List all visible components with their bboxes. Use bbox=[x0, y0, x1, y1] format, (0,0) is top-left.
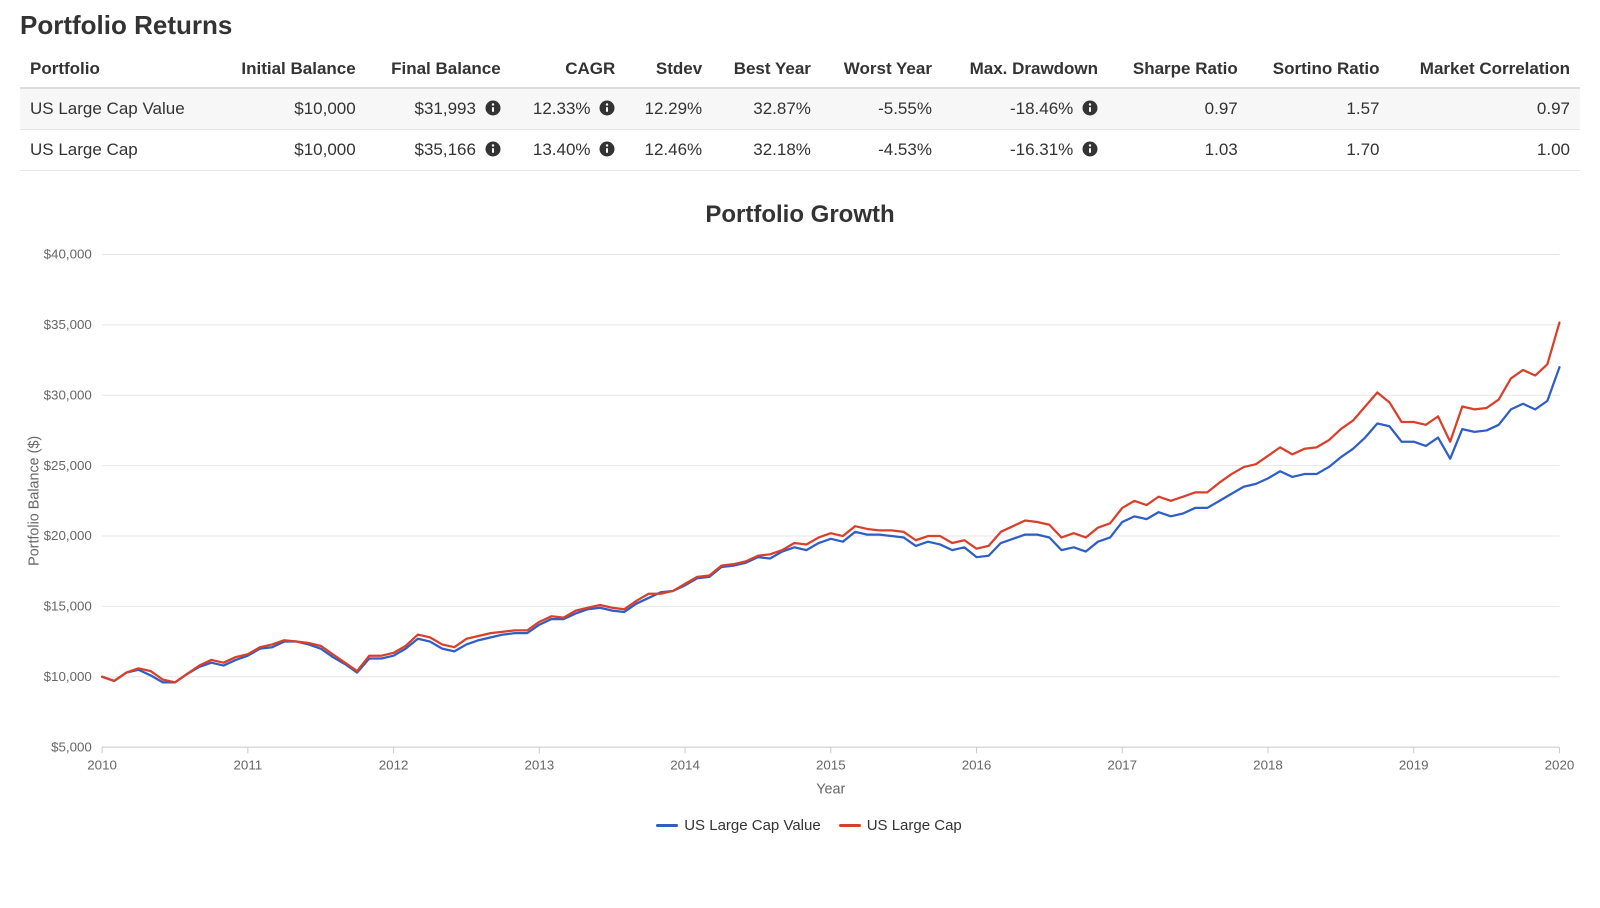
cell-sortino: 1.70 bbox=[1248, 130, 1390, 171]
y-tick-label: $35,000 bbox=[44, 317, 92, 332]
column-header-sharpe[interactable]: Sharpe Ratio bbox=[1108, 51, 1248, 88]
cell-best: 32.18% bbox=[712, 130, 821, 171]
cell-value: 12.33% bbox=[533, 99, 591, 118]
cell-best: 32.87% bbox=[712, 88, 821, 130]
cell-value: 0.97 bbox=[1205, 99, 1238, 118]
cell-mdd: -18.46% bbox=[942, 88, 1108, 130]
cell-initial: $10,000 bbox=[215, 88, 365, 130]
x-tick-label: 2010 bbox=[87, 758, 117, 773]
x-tick-label: 2013 bbox=[524, 758, 554, 773]
portfolio-growth-chart: $5,000 $10,000 $15,000 $20,000 $25,000 $30,00… bbox=[20, 234, 1580, 809]
cell-cagr: 13.40% bbox=[511, 130, 626, 171]
column-header-stdev[interactable]: Stdev bbox=[625, 51, 712, 88]
legend-swatch bbox=[839, 824, 861, 827]
x-tick-label: 2019 bbox=[1399, 758, 1429, 773]
info-icon[interactable] bbox=[1082, 100, 1098, 116]
x-tick-label: 2012 bbox=[379, 758, 409, 773]
cell-sharpe: 0.97 bbox=[1108, 88, 1248, 130]
cell-value: -16.31% bbox=[1010, 140, 1073, 159]
info-icon[interactable] bbox=[485, 100, 501, 116]
x-tick-label: 2017 bbox=[1107, 758, 1137, 773]
column-header-best[interactable]: Best Year bbox=[712, 51, 821, 88]
cell-stdev: 12.29% bbox=[625, 88, 712, 130]
cell-value: 13.40% bbox=[533, 140, 591, 159]
y-tick-label: $40,000 bbox=[44, 247, 92, 262]
column-header-final[interactable]: Final Balance bbox=[366, 51, 511, 88]
cell-value: US Large Cap bbox=[30, 140, 138, 159]
cell-corr: 1.00 bbox=[1390, 130, 1581, 171]
y-tick-label: $20,000 bbox=[44, 528, 92, 543]
returns-table-head: PortfolioInitial BalanceFinal BalanceCAG… bbox=[20, 51, 1580, 88]
table-row: US Large Cap Value$10,000$31,993 12.33% … bbox=[20, 88, 1580, 130]
cell-value: $35,166 bbox=[415, 140, 476, 159]
cell-cagr: 12.33% bbox=[511, 88, 626, 130]
column-header-portfolio[interactable]: Portfolio bbox=[20, 51, 215, 88]
cell-value: 1.03 bbox=[1205, 140, 1238, 159]
cell-portfolio: US Large Cap bbox=[20, 130, 215, 171]
info-icon[interactable] bbox=[1082, 141, 1098, 157]
portfolio-growth-section: Portfolio Growth $5,000 $10,000 $15,000 $20… bbox=[20, 201, 1580, 834]
table-row: US Large Cap $10,000 $35,166 13.40% 12.46%… bbox=[20, 130, 1580, 171]
x-tick-label: 2018 bbox=[1253, 758, 1283, 773]
y-tick-label: $30,000 bbox=[44, 387, 92, 402]
y-tick-label: $5,000 bbox=[51, 739, 92, 754]
x-axis-label: Year bbox=[816, 781, 845, 797]
cell-value: 32.18% bbox=[753, 140, 811, 159]
x-tick-label: 2015 bbox=[816, 758, 846, 773]
y-tick-label: $10,000 bbox=[44, 669, 92, 684]
legend-label[interactable]: US Large Cap Value bbox=[684, 817, 820, 834]
cell-mdd: -16.31% bbox=[942, 130, 1108, 171]
returns-table-body: US Large Cap Value$10,000$31,993 12.33% … bbox=[20, 88, 1580, 171]
cell-value: US Large Cap Value bbox=[30, 99, 185, 118]
cell-corr: 0.97 bbox=[1390, 88, 1581, 130]
cell-final: $35,166 bbox=[366, 130, 511, 171]
cell-initial: $10,000 bbox=[215, 130, 365, 171]
info-icon[interactable] bbox=[599, 141, 615, 157]
cell-value: $31,993 bbox=[415, 99, 476, 118]
cell-value: 0.97 bbox=[1537, 99, 1570, 118]
cell-final: $31,993 bbox=[366, 88, 511, 130]
cell-value: 1.70 bbox=[1346, 140, 1379, 159]
cell-value: 1.57 bbox=[1346, 99, 1379, 118]
section-title: Portfolio Returns bbox=[20, 10, 1580, 41]
legend-swatch bbox=[656, 824, 678, 827]
cell-worst: -4.53% bbox=[821, 130, 942, 171]
cell-value: 12.46% bbox=[644, 140, 702, 159]
cell-value: -4.53% bbox=[878, 140, 932, 159]
column-header-sortino[interactable]: Sortino Ratio bbox=[1248, 51, 1390, 88]
cell-sortino: 1.57 bbox=[1248, 88, 1390, 130]
cell-value: 32.87% bbox=[753, 99, 811, 118]
chart-legend: US Large Cap Value US Large Cap bbox=[20, 817, 1580, 834]
cell-sharpe: 1.03 bbox=[1108, 130, 1248, 171]
cell-value: $10,000 bbox=[294, 140, 355, 159]
info-icon[interactable] bbox=[485, 141, 501, 157]
column-header-cagr[interactable]: CAGR bbox=[511, 51, 626, 88]
portfolio-returns-page: Portfolio Returns PortfolioInitial Balan… bbox=[0, 0, 1600, 854]
cell-value: -5.55% bbox=[878, 99, 932, 118]
y-axis-label: Portfolio Balance ($) bbox=[26, 436, 42, 566]
cell-portfolio: US Large Cap Value bbox=[20, 88, 215, 130]
column-header-worst[interactable]: Worst Year bbox=[821, 51, 942, 88]
info-icon[interactable] bbox=[599, 100, 615, 116]
chart-title: Portfolio Growth bbox=[20, 201, 1580, 229]
x-tick-label: 2020 bbox=[1545, 758, 1575, 773]
column-header-corr[interactable]: Market Correlation bbox=[1390, 51, 1581, 88]
column-header-mdd[interactable]: Max. Drawdown bbox=[942, 51, 1108, 88]
x-tick-label: 2014 bbox=[670, 758, 700, 773]
x-tick-label: 2016 bbox=[962, 758, 992, 773]
cell-worst: -5.55% bbox=[821, 88, 942, 130]
cell-value: 12.29% bbox=[644, 99, 702, 118]
cell-value: -18.46% bbox=[1010, 99, 1073, 118]
cell-stdev: 12.46% bbox=[625, 130, 712, 171]
column-header-initial[interactable]: Initial Balance bbox=[215, 51, 365, 88]
legend-label[interactable]: US Large Cap bbox=[867, 817, 962, 834]
cell-value: $10,000 bbox=[294, 99, 355, 118]
y-tick-label: $15,000 bbox=[44, 599, 92, 614]
y-tick-label: $25,000 bbox=[44, 458, 92, 473]
returns-table: PortfolioInitial BalanceFinal BalanceCAG… bbox=[20, 51, 1580, 171]
cell-value: 1.00 bbox=[1537, 140, 1570, 159]
x-tick-label: 2011 bbox=[234, 758, 263, 773]
